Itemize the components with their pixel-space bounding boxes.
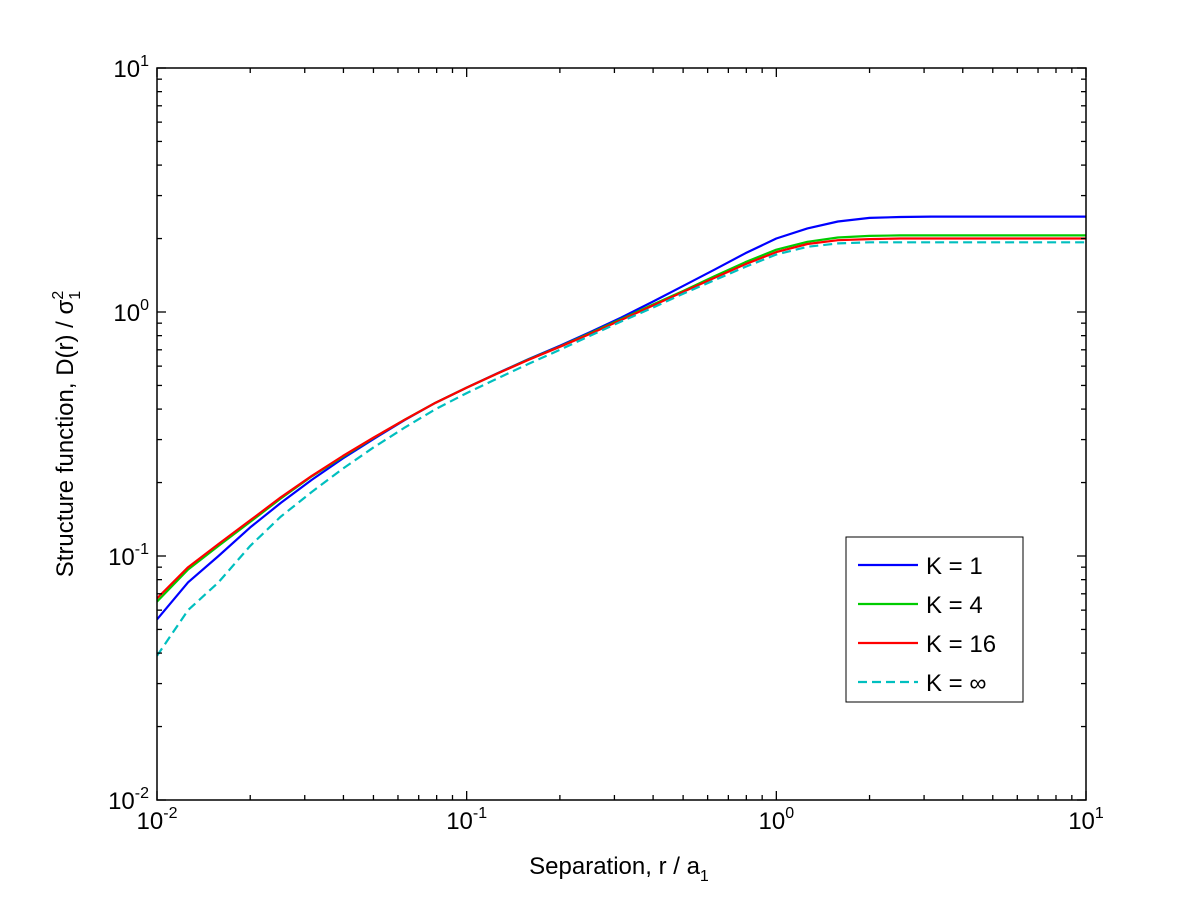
x-axis-label: Separation, r / a1 <box>529 853 709 885</box>
y-tick-label: 100 <box>113 297 149 327</box>
x-tick-label-exponent: 1 <box>1095 805 1104 822</box>
y-tick-label-base: 10 <box>113 56 140 83</box>
x-tick-label-exponent: -2 <box>163 805 177 822</box>
x-tick-label-exponent: -1 <box>473 805 487 822</box>
series-layer <box>157 215 1086 657</box>
y-axis-label-subscript: 1 <box>67 291 84 300</box>
legend-label-1: K = 1 <box>926 553 983 580</box>
y-axis-label-superscript: 2 <box>50 291 67 300</box>
x-tick-label: 101 <box>1068 805 1104 835</box>
y-tick-label-base: 10 <box>108 788 135 815</box>
x-tick-label-exponent: 0 <box>785 805 794 822</box>
x-tick-label-base: 10 <box>137 808 164 835</box>
x-tick-label: 10-1 <box>446 805 487 835</box>
legend-items: K = 1 K = 4 K = 16 K = ∞ <box>858 553 996 697</box>
series-line-3 <box>157 237 1086 600</box>
x-tick-label-base: 10 <box>446 808 473 835</box>
series-line-1 <box>157 215 1086 621</box>
y-tick-label-base: 10 <box>113 300 140 327</box>
y-axis-label: Structure function, D(r) / σ21 <box>50 291 84 578</box>
x-tick-label-base: 10 <box>759 808 786 835</box>
x-tick-label-base: 10 <box>1068 808 1095 835</box>
legend-label-3: K = 16 <box>926 631 996 658</box>
y-tick-label-exponent: 1 <box>140 53 149 70</box>
y-tick-label-base: 10 <box>108 544 135 571</box>
x-tick-label: 10-2 <box>137 805 178 835</box>
plot-frame <box>156 67 1087 801</box>
y-tick-label: 101 <box>113 53 149 83</box>
x-axis-label-text: Separation, r / a <box>529 853 700 880</box>
legend: K = 1 K = 4 K = 16 K = ∞ <box>845 536 1024 703</box>
legend-label-2: K = 4 <box>926 592 983 619</box>
series-line-4 <box>157 241 1086 657</box>
y-tick-label-exponent: -1 <box>135 541 149 558</box>
y-tick-label-exponent: 0 <box>140 297 149 314</box>
x-tick-label: 100 <box>759 805 795 835</box>
y-axis-label-text: Structure function, D(r) / σ <box>52 299 79 577</box>
x-axis-label-subscript: 1 <box>700 868 709 885</box>
y-tick-label: 10-2 <box>108 785 149 815</box>
y-tick-label-exponent: -2 <box>135 785 149 802</box>
legend-label-4: K = ∞ <box>926 670 986 697</box>
y-tick-label: 10-1 <box>108 541 149 571</box>
x-tick-labels: 10-2 10-1 100 101 <box>137 805 1104 835</box>
